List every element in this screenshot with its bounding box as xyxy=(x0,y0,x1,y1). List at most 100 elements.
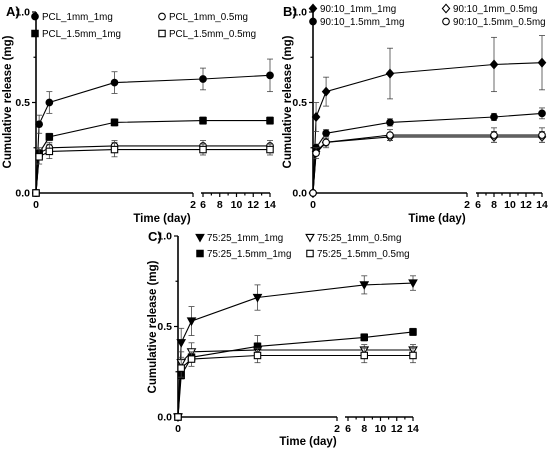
data-point xyxy=(538,109,546,118)
series-1 xyxy=(308,35,547,199)
legend-label: 90:10_1mm_0.5mg xyxy=(453,4,537,15)
x-tick-label: 10 xyxy=(231,199,243,211)
chart-panel-3: C) 0.0 0.5 1.0 Cumulative release (mg) 0 2 6 8 10… xyxy=(147,229,419,448)
x-tick-label: 0 xyxy=(33,199,39,211)
series-3 xyxy=(32,116,274,197)
data-point xyxy=(409,328,417,336)
y-tick-label: 0.0 xyxy=(157,412,172,424)
y-tick-label: 1.0 xyxy=(157,231,172,243)
legend-label: 75:25_1mm_1mg xyxy=(207,233,283,244)
series-line xyxy=(177,349,413,418)
data-point xyxy=(199,116,207,125)
series-4 xyxy=(32,141,274,197)
data-point xyxy=(266,145,274,154)
data-point xyxy=(538,131,546,139)
data-point xyxy=(174,413,182,421)
y-tick-label: 0.5 xyxy=(15,97,30,109)
data-point xyxy=(252,293,263,303)
data-point xyxy=(177,364,185,372)
data-point xyxy=(176,339,187,348)
x-axis-label: Time (day) xyxy=(279,436,336,448)
y-axis-label: Cumulative release (mg) xyxy=(282,35,294,168)
data-point xyxy=(199,75,207,83)
data-point xyxy=(409,351,417,360)
legend-label: 90:10_1mm_1mg xyxy=(320,4,396,15)
x-tick-label: 2 xyxy=(334,423,340,435)
data-point xyxy=(408,279,418,289)
series-line xyxy=(312,62,543,194)
y-tick-label: 1.0 xyxy=(15,7,30,19)
data-point xyxy=(322,129,330,138)
x-tick-label: 12 xyxy=(247,199,259,211)
x-tick-label: 8 xyxy=(361,423,367,435)
series-3 xyxy=(174,327,417,421)
series-1 xyxy=(173,275,418,423)
x-tick-label: 14 xyxy=(407,423,419,435)
series-line xyxy=(35,120,270,194)
data-point xyxy=(35,120,43,129)
x-tick-label: 0 xyxy=(175,423,181,435)
y-tick-label: 0.5 xyxy=(157,321,172,333)
legend-marker xyxy=(158,29,166,38)
legend-marker xyxy=(306,249,314,258)
x-tick-label: 12 xyxy=(391,423,403,435)
x-tick-label: 12 xyxy=(520,199,532,211)
data-point xyxy=(187,355,196,363)
series-4 xyxy=(309,127,546,197)
series-line xyxy=(35,149,270,194)
legend-marker xyxy=(195,233,205,243)
legend-marker xyxy=(31,29,39,38)
legend-label: PCL_1.5mm_1mg xyxy=(42,29,121,40)
data-point xyxy=(110,78,119,87)
legend: 75:25_1mm_1mg 75:25_1mm_0.5mg 75:25_1.5mm_… xyxy=(195,233,410,260)
panel-label: A) xyxy=(6,4,20,19)
y-axis-label: Cumulative release (mg) xyxy=(2,35,14,168)
panel-label: C) xyxy=(148,229,162,244)
data-point xyxy=(311,111,321,123)
series-line xyxy=(177,282,414,418)
data-point xyxy=(360,333,368,342)
x-axis-label: Time (day) xyxy=(133,213,190,225)
data-point xyxy=(110,118,119,127)
chart-panel-2: B) 0.0 0.5 1.0 Cumulative release (mg) 0 2 6 8 10… xyxy=(282,3,548,225)
series-4 xyxy=(174,347,417,421)
series-line xyxy=(177,331,414,418)
legend-label: PCL_1mm_1mg xyxy=(42,12,113,23)
legend-marker xyxy=(442,17,450,26)
data-point xyxy=(32,189,40,197)
x-axis-label: Time (day) xyxy=(408,213,465,225)
legend-marker xyxy=(309,17,317,26)
data-point xyxy=(386,131,394,139)
y-tick-label: 0.5 xyxy=(292,97,307,109)
chart-panel-1: A) 0.0 0.5 1.0 Cumulative release (mg) 0 2 6 8 10… xyxy=(2,4,276,225)
data-point xyxy=(360,351,368,360)
data-point xyxy=(309,189,317,197)
data-point xyxy=(490,131,498,139)
series-2 xyxy=(32,140,274,197)
legend-marker xyxy=(158,12,166,21)
x-tick-label: 14 xyxy=(536,199,548,211)
legend-label: PCL_1mm_0.5mg xyxy=(169,12,248,23)
data-point xyxy=(489,59,499,70)
legend-label: 75:25_1.5mm_0.5mg xyxy=(317,249,410,260)
x-tick-label: 8 xyxy=(491,199,497,211)
x-tick-label: 10 xyxy=(375,423,387,435)
data-point xyxy=(359,281,370,290)
data-point xyxy=(266,71,274,80)
y-tick-label: 0.0 xyxy=(15,188,30,200)
data-point xyxy=(45,133,54,141)
x-tick-label: 8 xyxy=(217,199,223,211)
series-line xyxy=(177,354,413,418)
y-axis-label: Cumulative release (mg) xyxy=(147,260,159,393)
legend-label: 90:10_1.5mm_1mg xyxy=(320,17,404,28)
series-line xyxy=(35,145,270,194)
legend-marker xyxy=(305,233,315,243)
legend-label: PCL_1.5mm_0.5mg xyxy=(169,29,256,40)
data-point xyxy=(537,57,547,68)
data-point xyxy=(186,317,197,327)
data-point xyxy=(321,86,331,97)
data-point xyxy=(35,153,43,161)
x-tick-label: 2 xyxy=(464,199,470,211)
data-point xyxy=(266,116,274,125)
